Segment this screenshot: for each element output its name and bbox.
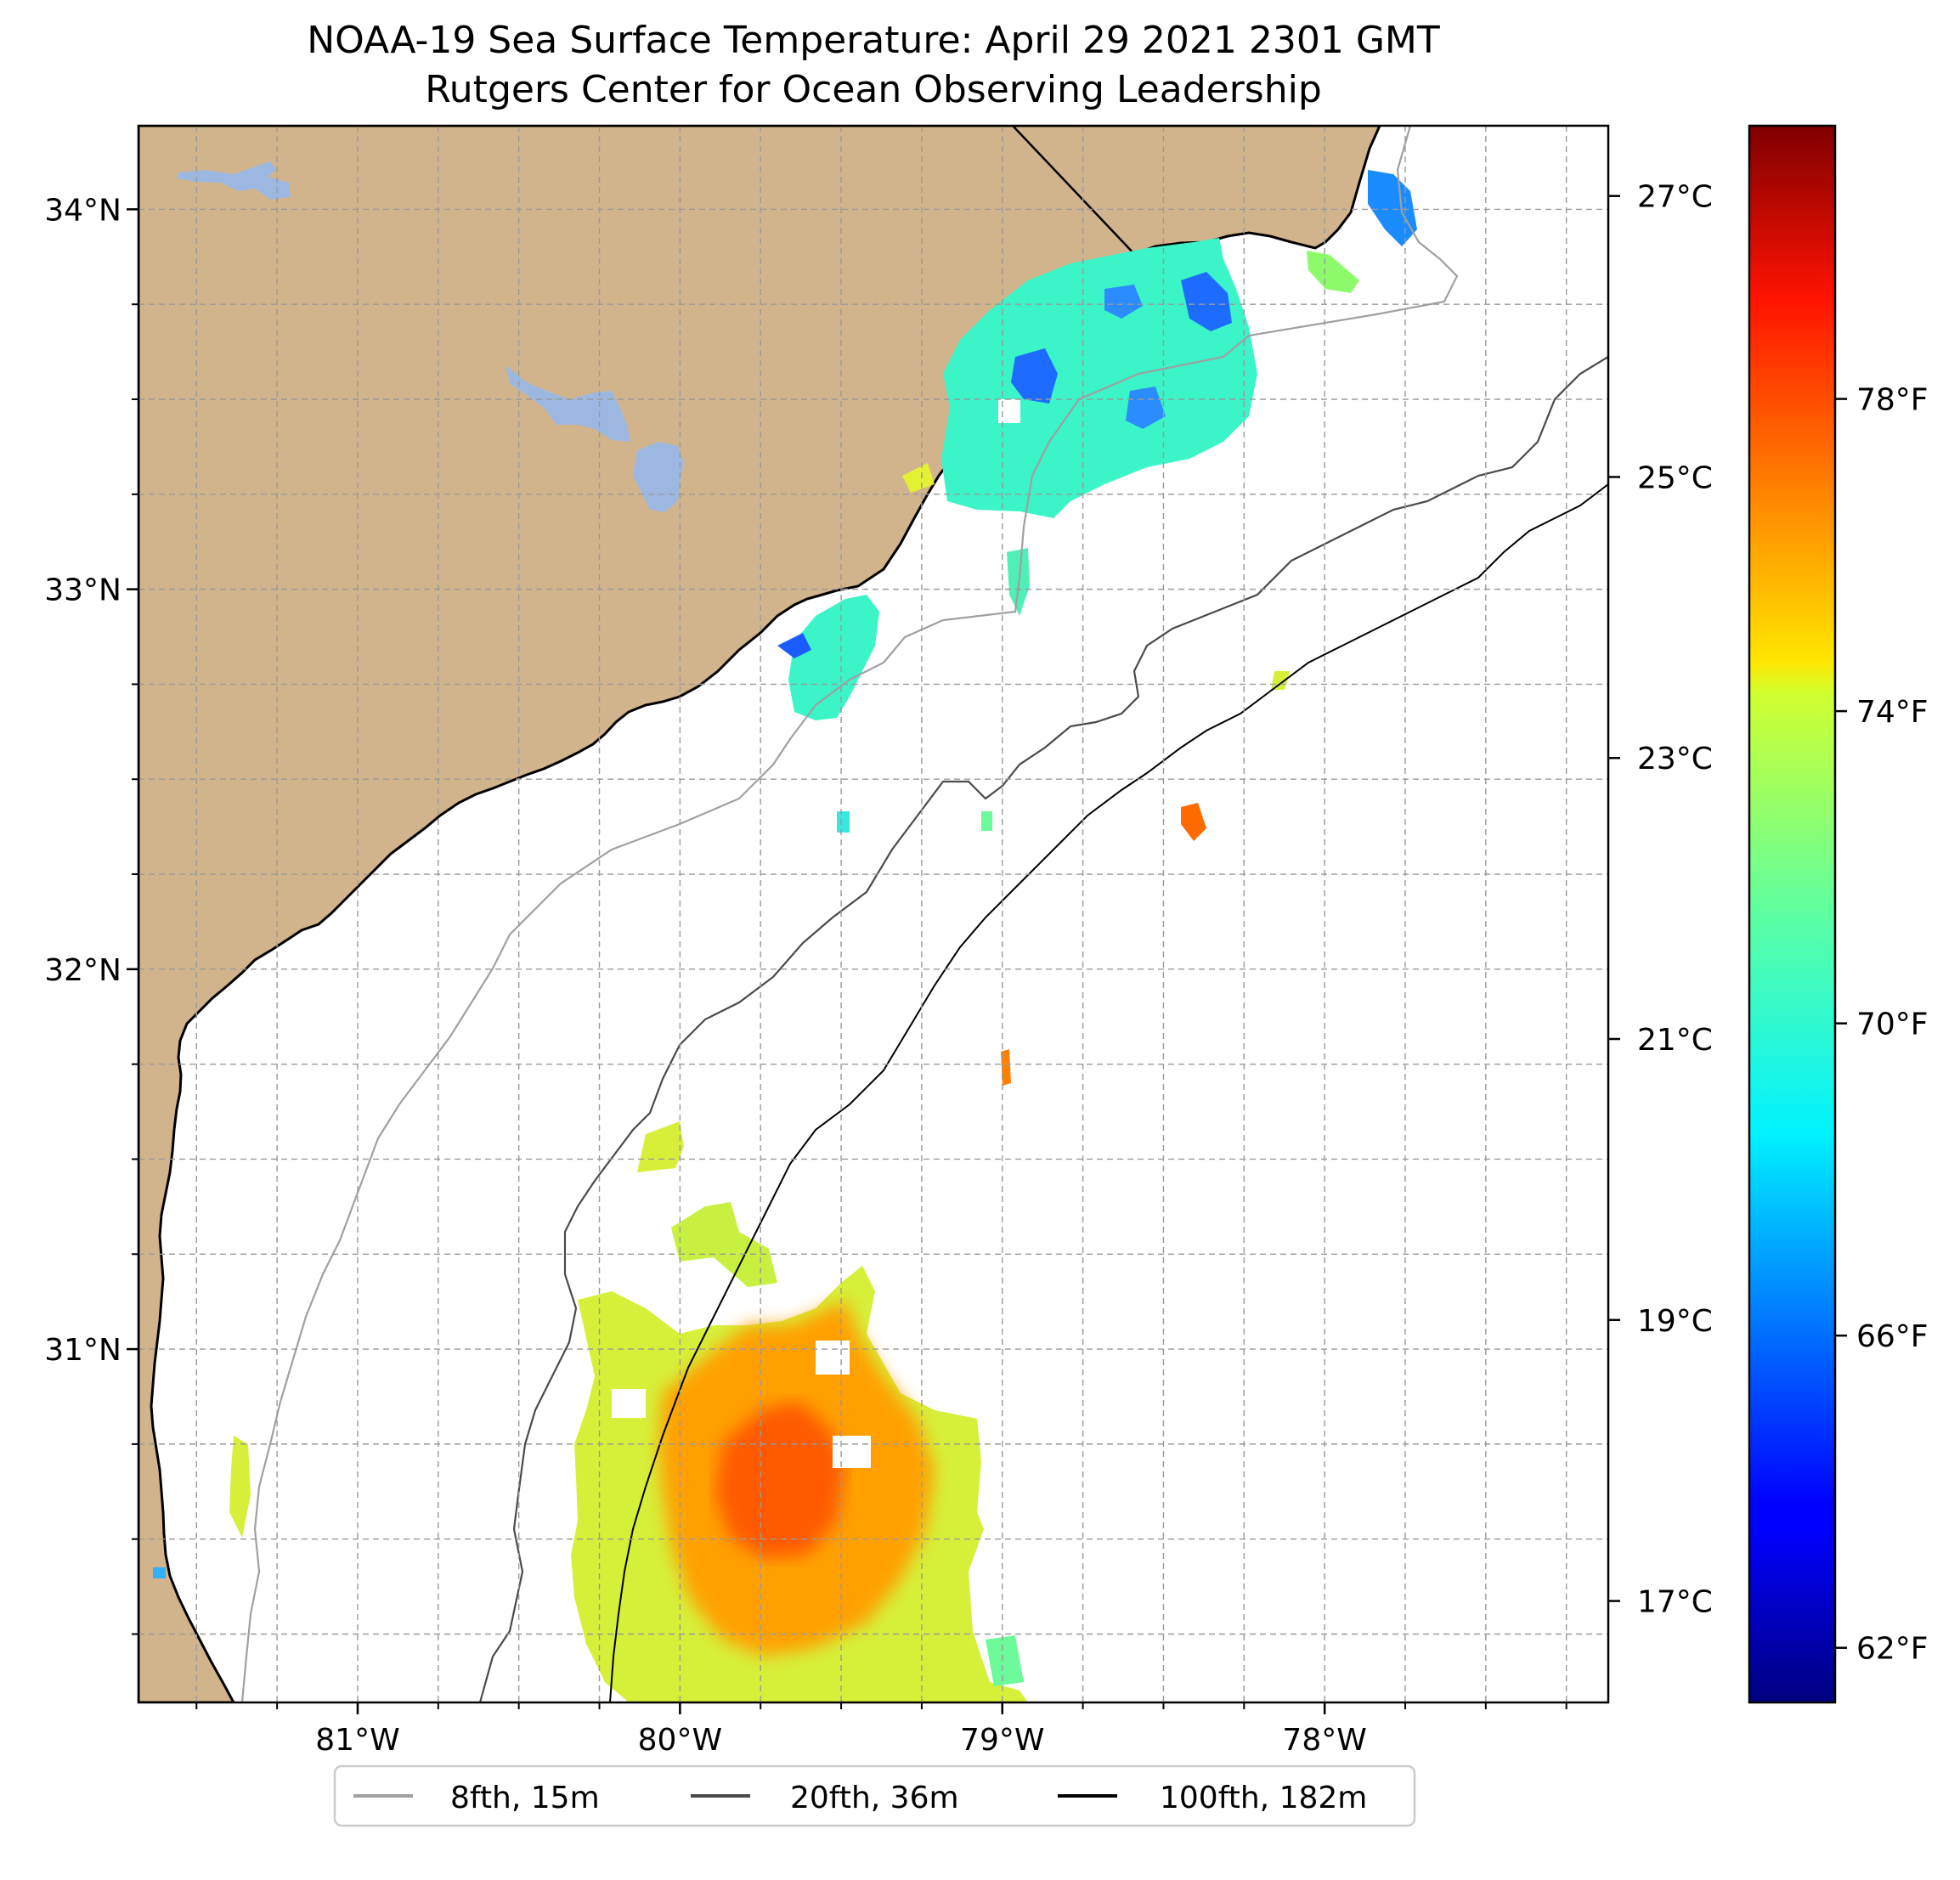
sst-patch-north xyxy=(941,238,1257,518)
sst-cold-spot-4 xyxy=(1126,387,1166,429)
celsius-tick-label: 21°C xyxy=(1637,1023,1713,1058)
isobath-20fth xyxy=(478,356,1608,1702)
sst-patch-small-3 xyxy=(1271,671,1290,690)
chart-title: NOAA-19 Sea Surface Temperature: April 2… xyxy=(307,19,1440,62)
chart-subtitle: Rutgers Center for Ocean Observing Leade… xyxy=(425,68,1322,111)
sst-patch-small-2 xyxy=(981,811,992,831)
lat-tick-label: 33°N xyxy=(44,573,121,608)
sst-gap-south-2 xyxy=(612,1389,646,1418)
sst-gap-south-1 xyxy=(816,1341,850,1375)
sst-patch-southeast xyxy=(986,1635,1024,1686)
sst-cold-spot-2 xyxy=(1181,272,1232,331)
sst-patch-small-1 xyxy=(837,811,850,833)
sst-patch-inlet xyxy=(902,463,935,493)
sst-patch-coast-north xyxy=(1307,251,1359,293)
lat-tick-label: 31°N xyxy=(44,1333,121,1368)
sst-warm-dot-1 xyxy=(1181,803,1206,841)
fahrenheit-tick-label: 78°F xyxy=(1856,383,1929,418)
isobath-8fth xyxy=(240,126,1459,1702)
sst-cold-spot-1 xyxy=(1011,348,1058,404)
lon-tick-label: 78°W xyxy=(1282,1723,1366,1758)
lake-marion xyxy=(177,161,291,200)
legend-box xyxy=(333,1764,1416,1827)
lat-tick-label: 34°N xyxy=(44,193,121,228)
sst-patch-coast-south xyxy=(229,1436,251,1538)
lat-tick-label: 32°N xyxy=(44,953,121,988)
map-content xyxy=(138,126,1608,1702)
sst-warm-dot-2 xyxy=(1001,1049,1011,1086)
sst-patch-small-4 xyxy=(153,1567,166,1578)
state-border xyxy=(1012,126,1138,257)
lon-tick-label: 79°W xyxy=(960,1723,1044,1758)
fahrenheit-tick-label: 70°F xyxy=(1856,1008,1929,1042)
celsius-tick-label: 19°C xyxy=(1637,1304,1713,1339)
legend-label-8fth: 8fth, 15m xyxy=(450,1781,600,1815)
map-frame xyxy=(137,124,1610,1704)
isobath-100fth xyxy=(609,483,1608,1702)
sst-patch-south-mid xyxy=(671,1202,777,1287)
sst-patch-mid-north xyxy=(788,595,879,720)
legend-label-100fth: 100fth, 182m xyxy=(1160,1781,1367,1815)
legend: 8fth, 15m 20fth, 36m 100fth, 182m xyxy=(333,1764,1416,1827)
fahrenheit-tick-label: 62°F xyxy=(1856,1632,1929,1667)
celsius-tick-label: 25°C xyxy=(1637,460,1713,495)
gridlines xyxy=(138,126,1608,1702)
longitude-axis: 81°W 80°W 79°W 78°W xyxy=(195,1702,1567,1758)
fahrenheit-tick-label: 74°F xyxy=(1856,695,1929,730)
celsius-tick-label: 27°C xyxy=(1637,180,1713,215)
latitude-axis: 34°N 33°N 32°N 31°N xyxy=(44,193,138,1635)
sst-gap-south-3 xyxy=(833,1436,871,1468)
sst-cold-edge-mid xyxy=(777,633,811,658)
celsius-tick-label: 17°C xyxy=(1637,1585,1713,1620)
sst-gap-north xyxy=(998,399,1020,423)
colorbar xyxy=(1748,124,1837,1704)
lon-tick-label: 80°W xyxy=(638,1723,722,1758)
fahrenheit-tick-label: 66°F xyxy=(1856,1319,1929,1354)
sst-warm-core-2 xyxy=(715,1402,845,1559)
legend-label-20fth: 20fth, 36m xyxy=(790,1781,959,1815)
colorbar-celsius-axis: 27°C 25°C 23°C 21°C 19°C 17°C xyxy=(1608,180,1713,1620)
lon-tick-label: 81°W xyxy=(315,1723,399,1758)
colorbar-fahrenheit-axis: 78°F 74°F 70°F 66°F 62°F xyxy=(1835,383,1929,1667)
celsius-tick-label: 23°C xyxy=(1637,742,1713,776)
sst-cold-spot-3 xyxy=(1104,285,1143,319)
